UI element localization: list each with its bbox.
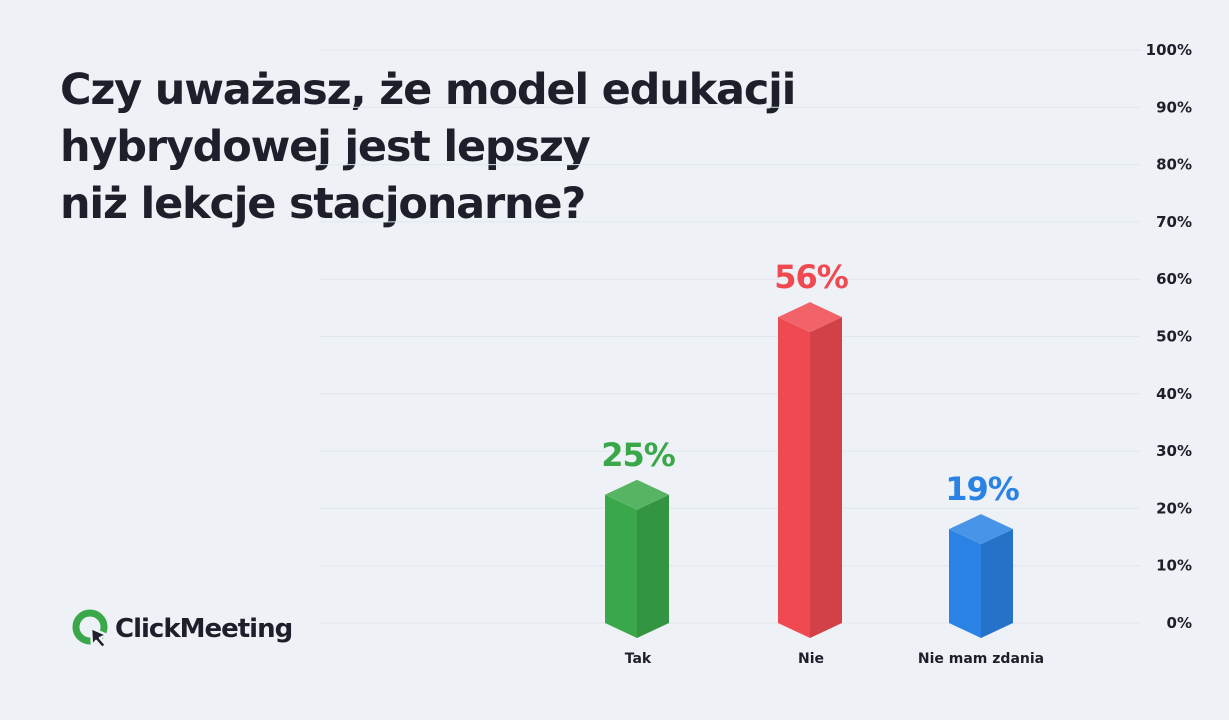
y-tick-label: 30% <box>1156 442 1192 460</box>
brand-name: ClickMeeting <box>115 614 293 644</box>
bar-value-label: 56% <box>774 258 849 296</box>
y-tick-label: 0% <box>1167 614 1192 632</box>
bar <box>605 479 669 638</box>
clickmeeting-logo-icon <box>72 609 109 650</box>
bar-value-label: 19% <box>945 470 1020 508</box>
y-tick-label: 10% <box>1156 557 1192 575</box>
bar <box>778 302 842 638</box>
category-label: Nie mam zdania <box>918 651 1044 667</box>
chart-title: Czy uważasz, że model edukacji hybrydowe… <box>60 62 860 233</box>
logo-ring <box>72 609 108 645</box>
cursor-icon <box>89 626 109 650</box>
bar-front-right <box>810 317 842 638</box>
y-tick-label: 100% <box>1146 41 1192 59</box>
bar-front-left <box>949 529 981 638</box>
title-line-2: hybrydowej jest lepszy <box>60 122 591 172</box>
bar-front-right <box>981 529 1013 638</box>
y-tick-label: 60% <box>1156 270 1192 288</box>
bar <box>949 514 1013 638</box>
title-line-3: niż lekcje stacjonarne? <box>60 179 586 229</box>
clickmeeting-logo: ClickMeeting <box>71 608 293 650</box>
bar-front-left <box>778 317 810 638</box>
bar-front-left <box>605 494 637 638</box>
bar-value-label: 25% <box>601 436 676 474</box>
y-tick-label: 90% <box>1156 98 1192 116</box>
title-line-1: Czy uważasz, że model edukacji <box>60 65 796 115</box>
y-tick-label: 70% <box>1156 213 1192 231</box>
bar-top <box>605 479 669 510</box>
bar-front-right <box>637 494 669 638</box>
y-tick-label: 20% <box>1156 499 1192 517</box>
category-label: Nie <box>798 651 824 667</box>
bar-top <box>949 514 1013 545</box>
y-tick-label: 50% <box>1156 328 1192 346</box>
bar-top <box>778 302 842 333</box>
y-tick-label: 40% <box>1156 385 1192 403</box>
category-label: Tak <box>625 651 652 667</box>
y-tick-label: 80% <box>1156 156 1192 174</box>
